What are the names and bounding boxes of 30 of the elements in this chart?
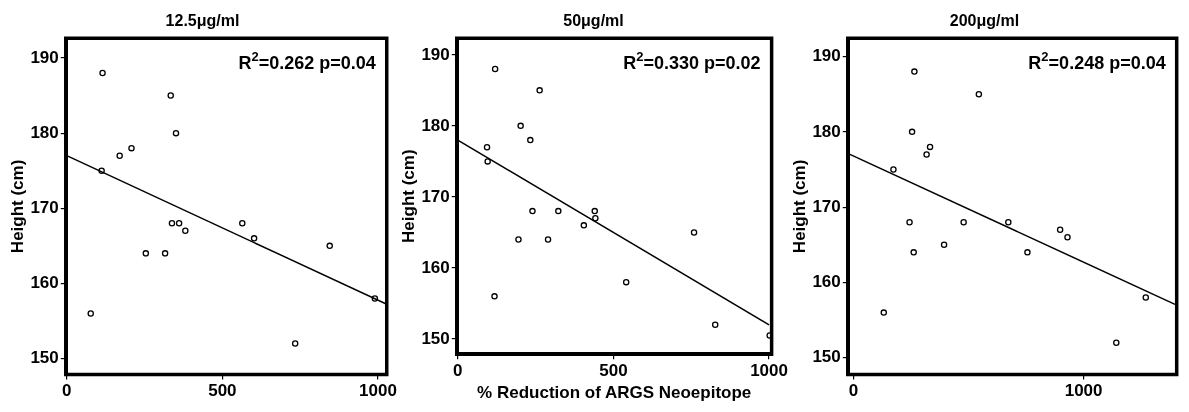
y-tick-label: 170: [421, 186, 450, 206]
y-tick-label: 150: [812, 347, 841, 367]
x-tick-label: 500: [599, 361, 628, 381]
y-tick-label: 150: [30, 348, 59, 368]
y-tick-label: 180: [30, 122, 59, 142]
y-axis-title: Height (cm): [7, 159, 27, 254]
x-axis-title: % Reduction of ARGS Neoepitope: [477, 383, 752, 403]
y-tick-label: 190: [812, 46, 841, 66]
y-axis-title: Height (cm): [398, 149, 418, 243]
y-axis-title: Height (cm): [789, 159, 809, 254]
y-tick-label: 160: [421, 257, 450, 277]
x-tick-label: 0: [62, 381, 72, 401]
y-tick-label: 170: [812, 196, 841, 216]
x-tick-label: 1000: [1064, 381, 1103, 401]
y-tick-label: 190: [421, 44, 450, 64]
y-tick-label: 180: [812, 121, 841, 141]
x-tick-label: 0: [453, 361, 463, 381]
x-tick-label: 500: [208, 381, 237, 401]
x-tick-label: 1000: [750, 361, 788, 381]
x-tick-label: 0: [848, 381, 859, 401]
y-tick-label: 170: [30, 197, 59, 217]
chart-title: 50μg/ml: [563, 12, 624, 30]
x-tick-label: 1000: [359, 381, 397, 401]
y-tick-label: 180: [421, 115, 450, 135]
y-tick-label: 150: [421, 328, 450, 348]
y-tick-label: 190: [30, 47, 59, 67]
chart-title: 12.5μg/ml: [165, 12, 240, 30]
y-tick-label: 160: [812, 272, 841, 292]
y-tick-label: 160: [30, 273, 59, 293]
chart-title: 200μg/ml: [949, 12, 1020, 30]
